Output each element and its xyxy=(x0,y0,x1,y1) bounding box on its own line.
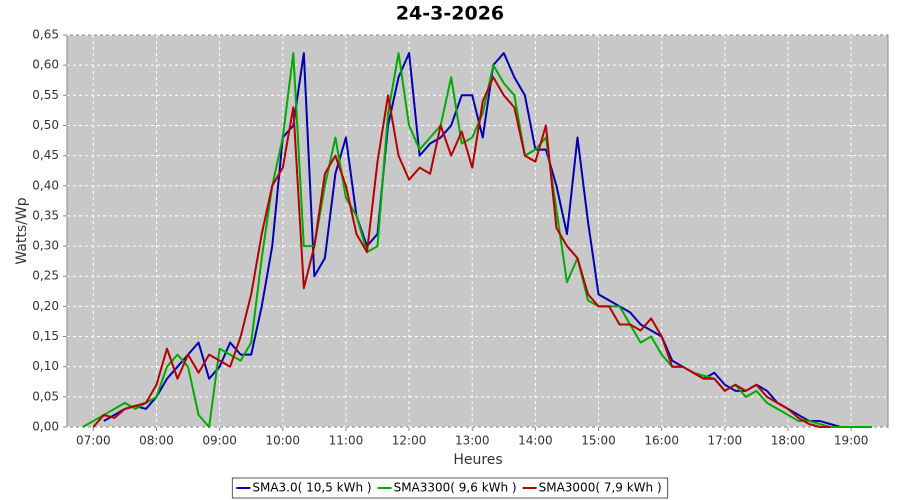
y-tick-label: 0,20 xyxy=(32,299,59,313)
x-tick-label: 12:00 xyxy=(392,434,427,448)
x-tick-label: 19:00 xyxy=(834,434,869,448)
legend-label: SMA3000( 7,9 kWh ) xyxy=(539,481,662,495)
y-tick-label: 0,35 xyxy=(32,208,59,222)
y-tick-label: 0,15 xyxy=(32,329,59,343)
x-tick-label: 14:00 xyxy=(518,434,553,448)
y-tick-label: 0,45 xyxy=(32,148,59,162)
y-tick-label: 0,40 xyxy=(32,178,59,192)
x-tick-label: 11:00 xyxy=(329,434,364,448)
series-line xyxy=(92,76,831,428)
plot-area xyxy=(66,34,889,428)
x-tick-label: 16:00 xyxy=(644,434,679,448)
legend-label: SMA3300( 9,6 kWh ) xyxy=(394,481,517,495)
x-tick-label: 13:00 xyxy=(455,434,490,448)
y-tick-label: 0,65 xyxy=(32,28,59,42)
y-tick-label: 0,60 xyxy=(32,58,59,72)
y-tick-label: 0,55 xyxy=(32,88,59,102)
y-axis-label: Watts/Wp xyxy=(14,197,30,264)
y-tick-label: 0,25 xyxy=(32,269,59,283)
series-line xyxy=(103,52,841,428)
chart-title: 24-3-2026 xyxy=(396,3,504,25)
x-tick-label: 15:00 xyxy=(581,434,616,448)
x-tick-label: 09:00 xyxy=(202,434,237,448)
legend-label: SMA3.0( 10,5 kWh ) xyxy=(252,481,371,495)
x-tick-label: 10:00 xyxy=(265,434,300,448)
y-tick-label: 0,30 xyxy=(32,239,59,253)
series-line xyxy=(82,52,873,428)
y-tick-label: 0,05 xyxy=(32,389,59,403)
y-tick-label: 0,00 xyxy=(32,420,59,434)
legend: SMA3.0( 10,5 kWh ) SMA3300( 9,6 kWh ) SMA3… xyxy=(231,477,669,499)
x-tick-label: 17:00 xyxy=(708,434,743,448)
x-tick-label: 08:00 xyxy=(139,434,174,448)
y-tick-label: 0,50 xyxy=(32,118,59,132)
x-tick-label: 18:00 xyxy=(771,434,806,448)
legend-box xyxy=(231,477,669,499)
x-tick-label: 07:00 xyxy=(76,434,111,448)
y-tick-label: 0,10 xyxy=(32,359,59,373)
x-axis-label: Heures xyxy=(453,452,502,468)
